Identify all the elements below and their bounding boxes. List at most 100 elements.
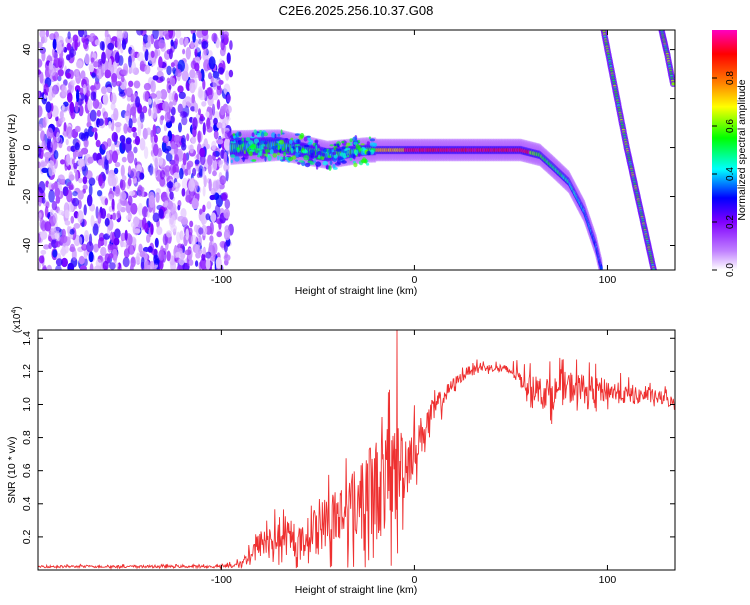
noise-blob [88,177,96,186]
noise-blob [41,50,46,62]
y-tick-label: 1.2 [21,364,33,379]
noise-blob [211,103,216,116]
noise-blob [122,30,128,39]
noise-blob [170,106,176,116]
colorbar-tick-label: 0.4 [725,167,736,181]
noise-blob [180,208,187,219]
carrier-speckle [260,131,265,138]
noise-blob [101,51,106,64]
noise-blob [99,41,105,51]
noise-blob [216,99,221,110]
noise-blob [211,159,218,172]
noise-blob [116,38,122,50]
noise-blob [224,130,231,140]
noise-blob [121,39,127,50]
noise-blob [133,80,141,89]
snr-y-label: SNR (10 * v/v) [6,436,18,503]
noise-blob [113,254,118,264]
noise-blob [179,37,185,46]
noise-blob [66,189,73,203]
noise-blob [93,61,99,68]
noise-blob [184,37,189,46]
noise-blob [220,105,225,116]
noise-blob [181,116,188,126]
noise-blob [197,130,201,144]
noise-blob [46,140,51,150]
carrier-speckle [279,156,283,161]
noise-blob [113,167,119,175]
noise-blob [67,262,75,270]
noise-blob [55,241,61,248]
noise-blob [172,99,177,106]
carrier-speckle [299,132,305,139]
spectrogram-x-axis: -100 0 100 [211,30,616,286]
carrier-speckle [334,162,341,166]
noise-blob [218,79,224,85]
carrier-speckle [251,159,257,162]
noise-blob [225,169,229,182]
noise-blob [79,265,87,270]
carrier-speckle [283,151,286,157]
noise-blob [82,184,88,190]
spectrogram-frame [37,29,676,271]
carrier-speckle [354,153,357,156]
noise-blob [219,47,226,57]
noise-blob [107,224,111,236]
noise-blob [155,192,160,203]
noise-blob [41,167,49,173]
noise-blob [57,69,64,77]
x-tick-label: -100 [211,274,232,286]
x-tick-label: 100 [599,574,617,586]
noise-blob [90,91,96,101]
noise-blob [195,260,199,267]
carrier-speckle [295,147,299,153]
noise-blob [38,212,42,220]
carrier-speckle [303,155,310,161]
carrier-speckle [248,140,254,145]
noise-blob [46,264,52,270]
noise-blob [123,123,128,134]
noise-blob [151,248,158,256]
noise-blob [206,201,212,210]
noise-blob [166,181,174,189]
noise-blob [135,170,142,182]
noise-blob [43,36,48,43]
noise-blob [132,131,138,138]
y-tick-label: 40 [21,44,33,56]
noise-blob [199,113,204,120]
noise-blob [198,108,201,116]
noise-blob [96,66,104,80]
noise-blob [162,30,170,37]
noise-blob [79,87,84,95]
noise-blob [176,265,183,270]
noise-blob [170,62,175,68]
noise-blob [163,210,171,219]
spectrogram-panel: -100 0 100 -40 -20 0 20 40 Height of straight … [6,29,676,297]
carrier-speckle [274,133,277,138]
noise-blob [136,164,143,173]
carrier-speckle [304,162,311,168]
noise-blob [192,32,196,43]
noise-blob [104,117,109,126]
carrier-speckle [359,148,364,151]
carrier-speckle [230,159,233,164]
carrier-speckle [315,161,322,167]
noise-blob [201,40,209,49]
noise-blob [41,139,46,151]
noise-blob [67,92,73,103]
noise-blob [149,163,154,176]
noise-blob [38,123,43,132]
noise-blob [83,30,88,38]
noise-blob [159,176,166,187]
noise-blob [179,230,184,241]
noise-blob [152,124,157,137]
noise-blob [120,199,128,207]
noise-blob [89,263,94,270]
carrier-speckle [256,132,261,138]
noise-blob [188,259,194,266]
noise-blob [190,40,195,49]
noise-blob [57,174,65,183]
carrier-speckle [289,139,293,144]
noise-blob [97,118,104,126]
colorbar-tick-label: 0.6 [725,119,736,133]
